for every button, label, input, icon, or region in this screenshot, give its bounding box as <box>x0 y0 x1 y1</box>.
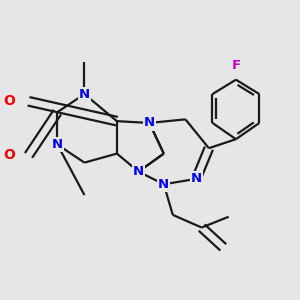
Text: F: F <box>231 59 241 72</box>
Text: O: O <box>3 148 15 162</box>
Text: O: O <box>3 94 15 108</box>
Text: N: N <box>52 138 63 151</box>
Text: N: N <box>158 178 169 191</box>
Text: N: N <box>79 88 90 100</box>
Text: N: N <box>191 172 202 185</box>
Text: N: N <box>144 116 155 130</box>
Text: N: N <box>133 165 144 178</box>
